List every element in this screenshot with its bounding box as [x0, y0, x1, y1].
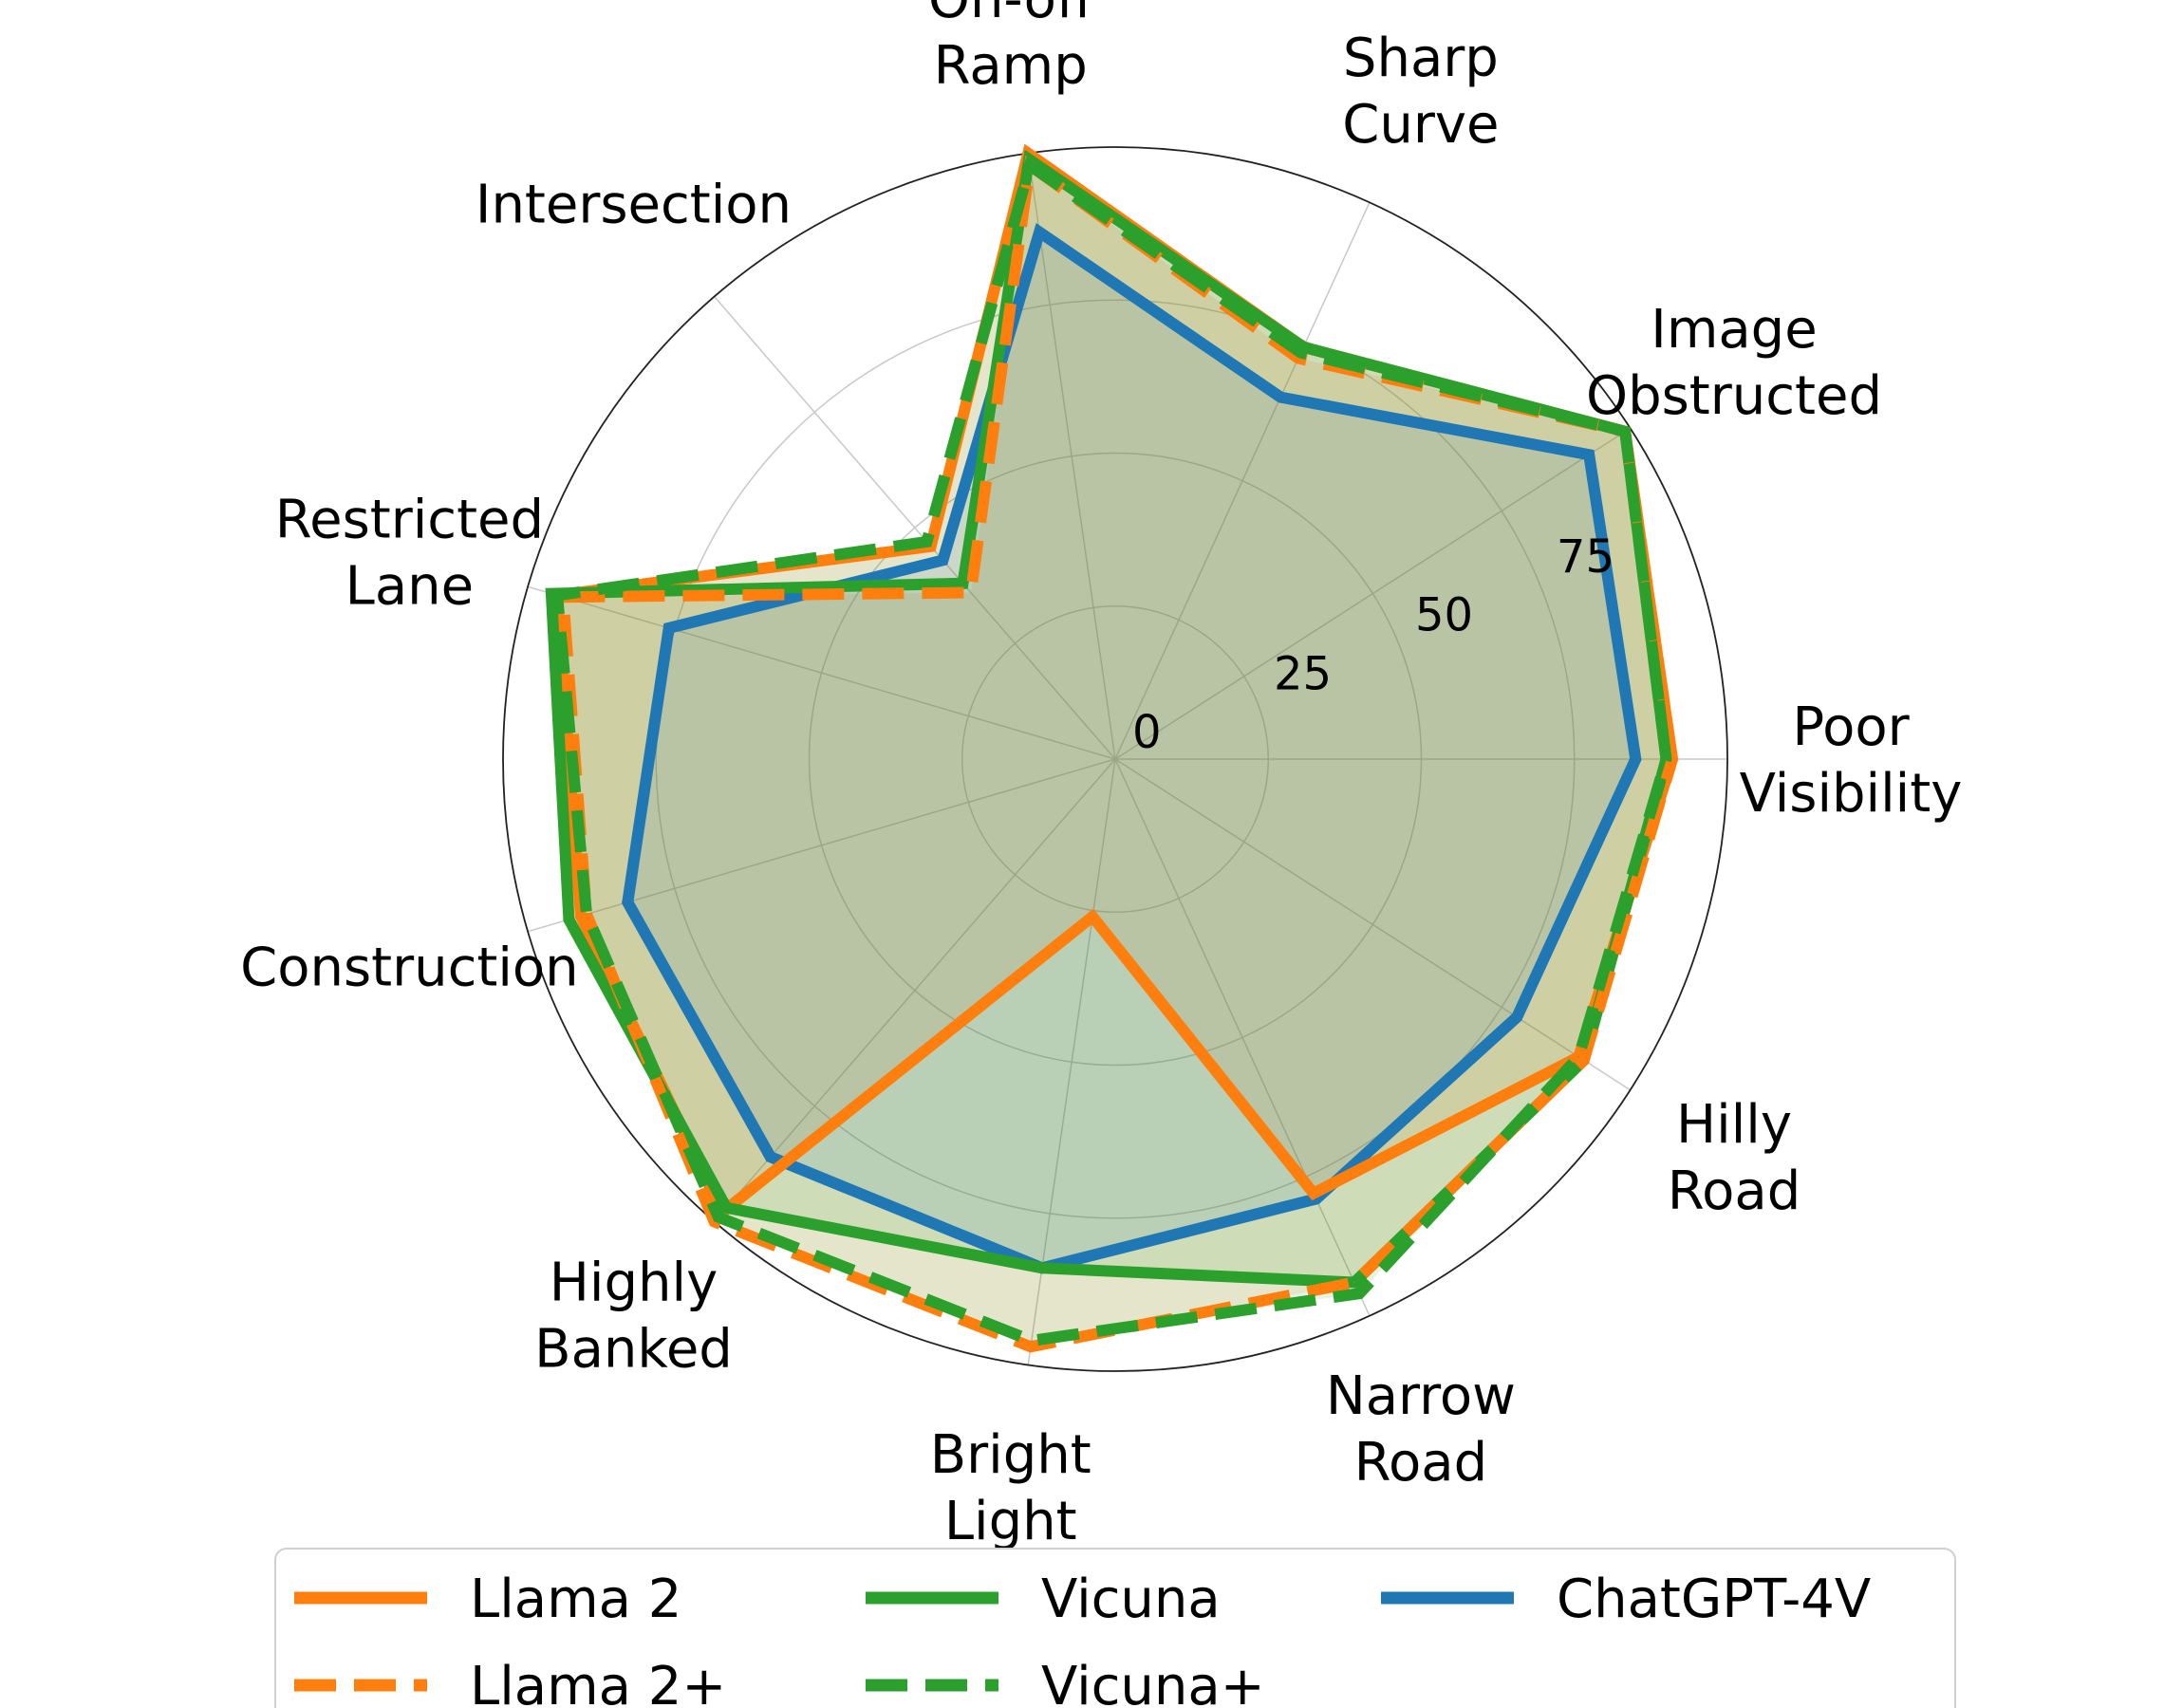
category-label: Poor Visibility	[1740, 696, 1963, 825]
category-label: Construction	[240, 937, 579, 998]
category-label: Hilly Road	[1668, 1094, 1801, 1222]
grid-spoke	[1114, 758, 1632, 1091]
series-point	[1671, 758, 1673, 760]
legend-label: Vicuna+	[1041, 1656, 1265, 1708]
series-point	[1092, 916, 1093, 918]
series-point	[1313, 1193, 1315, 1195]
series-point	[1516, 1016, 1518, 1018]
series-fills	[550, 153, 1672, 1347]
category-label: Narrow Road	[1326, 1365, 1516, 1494]
outer-ring	[502, 146, 1728, 1372]
series-point	[1315, 1198, 1317, 1199]
series-point	[1030, 1346, 1032, 1347]
radial-tick-labels: 0 25 50 75	[1132, 530, 1614, 759]
series-point	[1041, 1267, 1043, 1269]
series-point	[1031, 1340, 1033, 1342]
series-point	[1279, 397, 1281, 399]
series-fill-1	[563, 165, 1672, 1347]
series-point	[770, 1156, 772, 1158]
legend-label: Llama 2	[470, 1569, 681, 1630]
category-label: Restricted Lane	[275, 490, 544, 618]
legend-label: Llama 2+	[470, 1656, 726, 1708]
series-point	[580, 915, 582, 917]
series-fill-2	[550, 158, 1667, 1283]
series-point	[1634, 758, 1636, 760]
series-point	[926, 541, 927, 543]
series-lines	[545, 143, 1679, 1353]
series-point	[668, 627, 670, 629]
grid-spoke	[1114, 758, 1371, 1317]
series-point	[970, 592, 972, 593]
series-point	[1297, 358, 1299, 360]
grid-spoke	[714, 296, 1116, 760]
series-line-3	[550, 156, 1672, 1347]
series-point	[1353, 1282, 1355, 1283]
series-point	[725, 1207, 727, 1209]
series-point	[1577, 1056, 1579, 1058]
series-point	[586, 914, 588, 915]
series-point	[1666, 758, 1667, 760]
radial-tick-label: 50	[1415, 589, 1473, 642]
legend-frame	[274, 1548, 1956, 1708]
grid-spoke	[1027, 153, 1116, 760]
category-label: Intersection	[476, 174, 792, 235]
category-label: Bright Light	[930, 1424, 1092, 1552]
series-point	[962, 583, 963, 585]
series-point	[1583, 1059, 1585, 1061]
radial-tick-label: 0	[1132, 706, 1162, 759]
series-fill-3	[557, 165, 1667, 1341]
series-point	[626, 901, 628, 903]
radial-tick-label: 25	[1274, 647, 1332, 700]
series-fill-4	[627, 232, 1636, 1269]
series-point	[1029, 164, 1031, 166]
legend: Llama 2 Llama 2+ Vicuna Vicuna+ ChatGPT-4V	[274, 1548, 1956, 1708]
grid-spoke	[1114, 427, 1632, 760]
series-point	[556, 594, 558, 596]
category-label: On-offRamp	[928, 0, 1094, 97]
grid-spoke	[1114, 201, 1371, 760]
category-label: Image Obstructed	[1586, 299, 1882, 427]
series-point	[1624, 431, 1626, 433]
grid-spoke	[527, 585, 1116, 760]
legend-label: Vicuna	[1041, 1569, 1221, 1630]
legend-label: ChatGPT-4V	[1557, 1569, 1871, 1630]
category-label: Sharp Curve	[1342, 28, 1499, 156]
series-point	[942, 559, 943, 561]
series-point	[1300, 352, 1302, 354]
series-point	[1358, 1292, 1360, 1294]
category-label: Highly Banked	[534, 1253, 733, 1381]
grid-spoke	[714, 758, 1116, 1222]
series-point	[1302, 346, 1304, 348]
radial-tick-label: 75	[1557, 530, 1614, 584]
